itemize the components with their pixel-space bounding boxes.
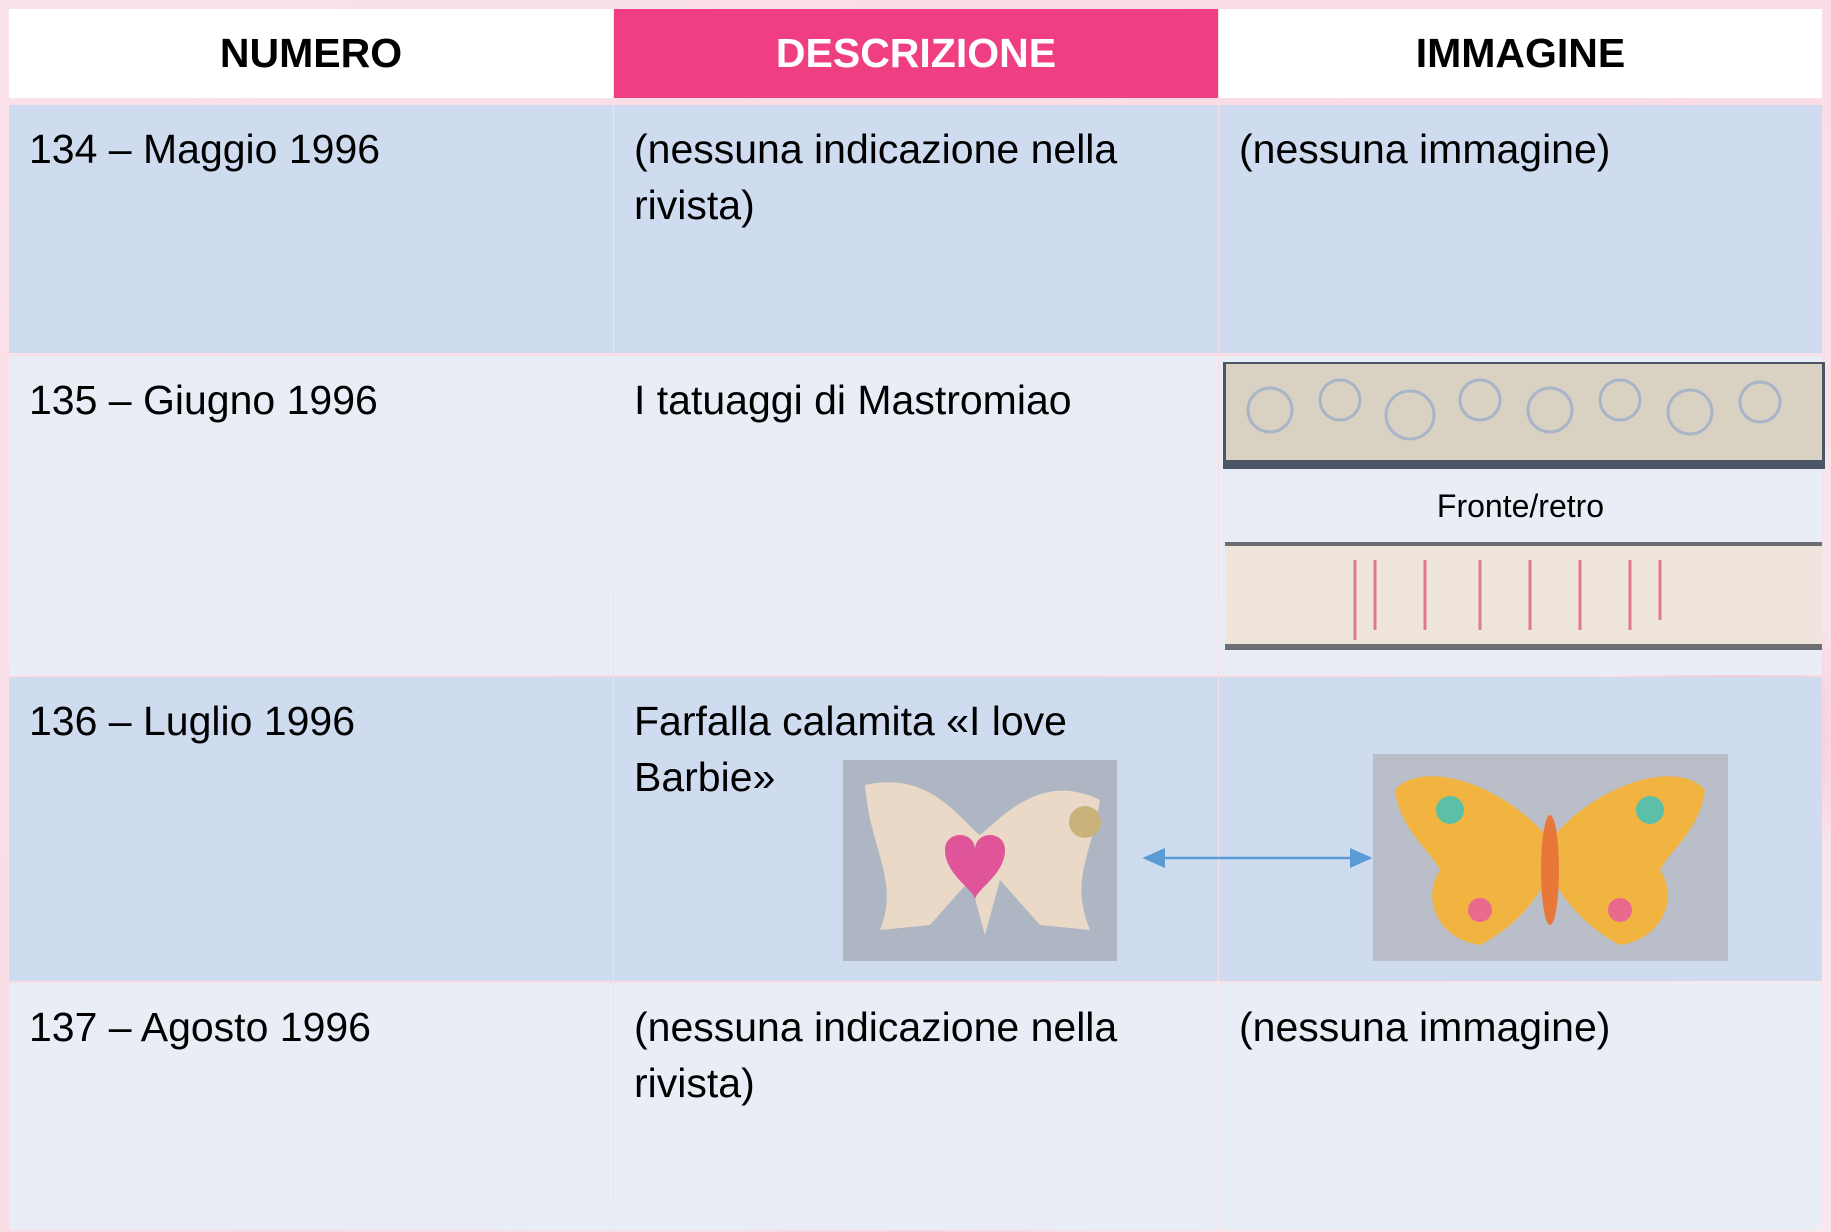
table-cell: I tatuaggi di Mastromiao [614,356,1218,675]
table-cell: 134 – Maggio 1996 [9,105,613,353]
butterfly-photo [1373,754,1728,961]
table-cell: 136 – Luglio 1996 [9,677,613,981]
table-cell: (nessuna indicazione nella rivista) [614,983,1218,1230]
table-cell: (nessuna immagine) [1219,983,1822,1230]
table-cell: (nessuna immagine) [1219,105,1822,353]
header-cell: IMMAGINE [1219,9,1822,98]
table-cell: 137 – Agosto 1996 [9,983,613,1230]
table-cell: 135 – Giugno 1996 [9,356,613,675]
tattoo-sheet-back [1225,542,1822,650]
tattoo-sheet-front [1223,362,1825,469]
image-caption: Fronte/retro [1436,488,1605,524]
table-cell: (nessuna indicazione nella rivista) [614,105,1218,353]
header-cell: NUMERO [9,9,613,98]
header-cell: DESCRIZIONE [614,9,1218,98]
barbie-magnet-photo [843,760,1117,961]
